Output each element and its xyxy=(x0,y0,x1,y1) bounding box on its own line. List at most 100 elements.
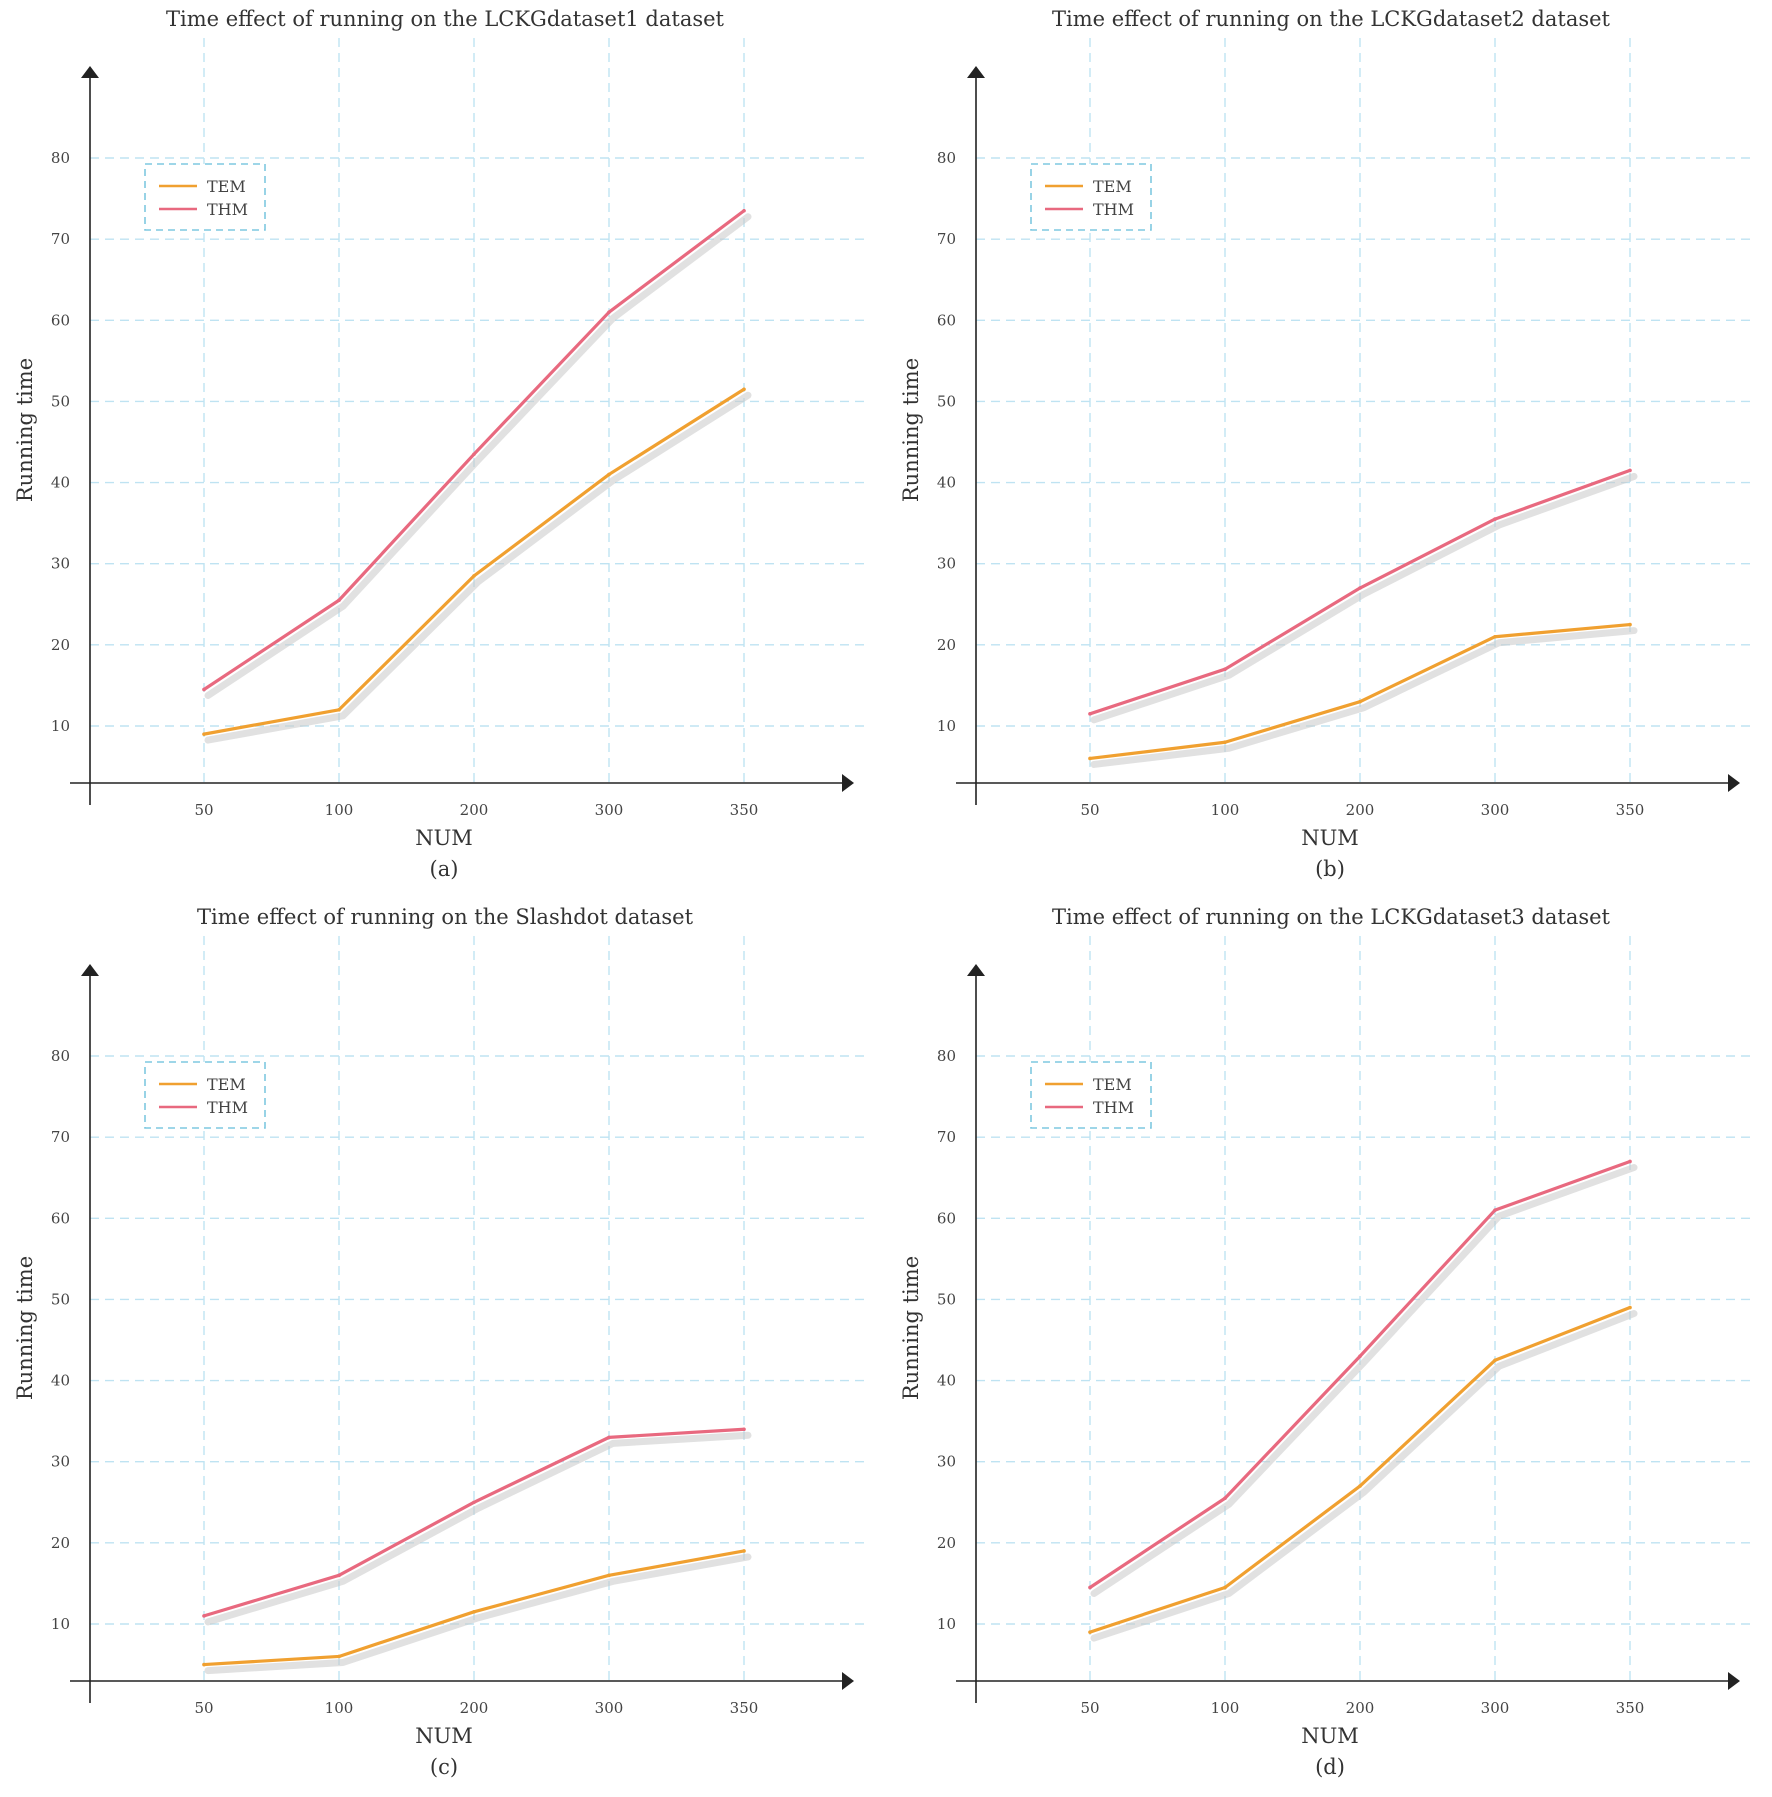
subfigure-label: (c) xyxy=(430,1755,458,1779)
legend-label-tem: TEM xyxy=(207,1075,246,1094)
legend-label-thm: THM xyxy=(1093,200,1134,219)
series-shadow-thm xyxy=(1090,472,1638,724)
data-point-thm xyxy=(607,1435,611,1440)
data-point-tem xyxy=(337,707,341,712)
x-tick-label: 200 xyxy=(460,801,489,819)
legend-box xyxy=(1030,163,1152,231)
y-axis-arrow xyxy=(81,66,99,78)
legend: TEM THM xyxy=(1030,163,1152,231)
data-point-thm xyxy=(742,208,746,213)
series-shadow-tem xyxy=(1090,1310,1638,1642)
data-point-tem xyxy=(1493,1358,1497,1363)
y-tick-label: 40 xyxy=(937,474,956,492)
chart-panel-d: 10 20 30 40 50 60 70 80 50 100 200 300 350 TEM THM Time… xyxy=(886,898,1772,1796)
legend: TEM THM xyxy=(144,1061,266,1129)
gridlines xyxy=(976,936,1754,1681)
x-axis-label: NUM xyxy=(415,826,473,850)
chart-panel-b: 10 20 30 40 50 60 70 80 50 100 200 300 350 TEM THM Time… xyxy=(886,0,1772,898)
data-point-tem xyxy=(1493,634,1497,639)
series-shadow-tem xyxy=(1090,627,1638,768)
subfigure-label: (b) xyxy=(1315,857,1345,881)
chart-title: Time effect of running on the Slashdot d… xyxy=(197,905,694,929)
subfigure-label: (a) xyxy=(430,857,459,881)
chart-title: Time effect of running on the LCKGdatase… xyxy=(1052,905,1611,929)
y-tick-label: 10 xyxy=(51,1615,70,1633)
gridlines xyxy=(90,38,868,783)
y-tick-label: 20 xyxy=(51,636,70,654)
data-point-tem xyxy=(202,732,206,736)
y-tick-label: 60 xyxy=(937,1209,956,1227)
y-tick-label: 80 xyxy=(51,1047,70,1065)
x-axis-label: NUM xyxy=(415,1724,473,1748)
x-tick-label: 100 xyxy=(1211,1699,1240,1717)
x-tick-label: 50 xyxy=(194,1699,213,1717)
legend-label-tem: TEM xyxy=(1093,1075,1132,1094)
x-tick-label: 50 xyxy=(1080,1699,1099,1717)
x-axis-arrow xyxy=(842,774,854,792)
legend: TEM THM xyxy=(1030,1061,1152,1129)
data-point-tem xyxy=(742,1549,746,1553)
y-tick-label: 80 xyxy=(51,149,70,167)
y-tick-label: 70 xyxy=(51,230,70,248)
chart-svg-d: 10 20 30 40 50 60 70 80 50 100 200 300 350 TEM THM Time… xyxy=(899,905,1754,1779)
y-tick-label: 60 xyxy=(937,311,956,329)
chart-title: Time effect of running on the LCKGdatase… xyxy=(166,7,725,31)
data-point-tem xyxy=(202,1662,206,1667)
y-tick-label: 60 xyxy=(51,311,70,329)
subfigure-label: (d) xyxy=(1315,1755,1345,1779)
legend: TEM THM xyxy=(144,163,266,231)
y-tick-label: 30 xyxy=(937,1453,956,1471)
y-tick-label: 20 xyxy=(937,636,956,654)
data-point-thm xyxy=(1628,468,1632,473)
gridlines xyxy=(976,38,1754,783)
y-tick-label: 10 xyxy=(937,1615,956,1633)
x-tick-label: 300 xyxy=(595,801,624,819)
chart-svg-c: 10 20 30 40 50 60 70 80 50 100 200 300 350 TEM THM Time… xyxy=(13,905,868,1779)
x-tick-label: 350 xyxy=(730,801,759,819)
data-point-thm xyxy=(202,687,206,692)
x-tick-label: 300 xyxy=(595,1699,624,1717)
y-axis-label: Running time xyxy=(899,1256,923,1400)
data-point-tem xyxy=(1628,1305,1632,1310)
data-point-thm xyxy=(1223,667,1227,671)
x-tick-label: 100 xyxy=(325,1699,354,1717)
data-point-tem xyxy=(607,472,611,477)
data-point-thm xyxy=(472,1500,476,1505)
data-point-tem xyxy=(472,574,476,578)
y-axis-label: Running time xyxy=(13,1256,37,1400)
x-tick-label: 200 xyxy=(460,1699,489,1717)
legend-label-thm: THM xyxy=(207,1098,248,1117)
data-point-thm xyxy=(1493,517,1497,521)
x-tick-label: 50 xyxy=(194,801,213,819)
y-tick-label: 30 xyxy=(51,555,70,573)
legend-label-thm: THM xyxy=(207,200,248,219)
y-tick-label: 20 xyxy=(937,1534,956,1552)
y-tick-label: 30 xyxy=(51,1453,70,1471)
data-point-tem xyxy=(1628,622,1632,627)
chart-panel-c: 10 20 30 40 50 60 70 80 50 100 200 300 350 TEM THM Time… xyxy=(0,898,886,1796)
series-shadow-thm xyxy=(204,1431,752,1626)
y-tick-label: 10 xyxy=(937,717,956,735)
x-tick-label: 50 xyxy=(1080,801,1099,819)
series-shadow-thm xyxy=(204,213,752,699)
y-tick-label: 80 xyxy=(937,149,956,167)
y-tick-label: 10 xyxy=(51,717,70,735)
x-tick-label: 350 xyxy=(1616,1699,1645,1717)
data-point-thm xyxy=(1358,1354,1362,1359)
chart-title: Time effect of running on the LCKGdatase… xyxy=(1052,7,1611,31)
data-point-tem xyxy=(1088,1630,1092,1634)
data-point-thm xyxy=(1088,1585,1092,1590)
x-tick-label: 300 xyxy=(1481,1699,1510,1717)
gridlines xyxy=(90,936,868,1681)
data-point-thm xyxy=(742,1427,746,1432)
data-point-tem xyxy=(1223,740,1227,745)
x-axis-arrow xyxy=(1728,1672,1740,1690)
data-point-tem xyxy=(337,1654,341,1659)
y-tick-label: 50 xyxy=(937,1290,956,1308)
data-point-thm xyxy=(202,1614,206,1618)
x-axis-arrow xyxy=(842,1672,854,1690)
data-point-thm xyxy=(1223,1496,1227,1501)
data-point-thm xyxy=(1493,1208,1497,1212)
chart-svg-b: 10 20 30 40 50 60 70 80 50 100 200 300 350 TEM THM Time… xyxy=(899,7,1754,881)
data-point-thm xyxy=(472,452,476,456)
